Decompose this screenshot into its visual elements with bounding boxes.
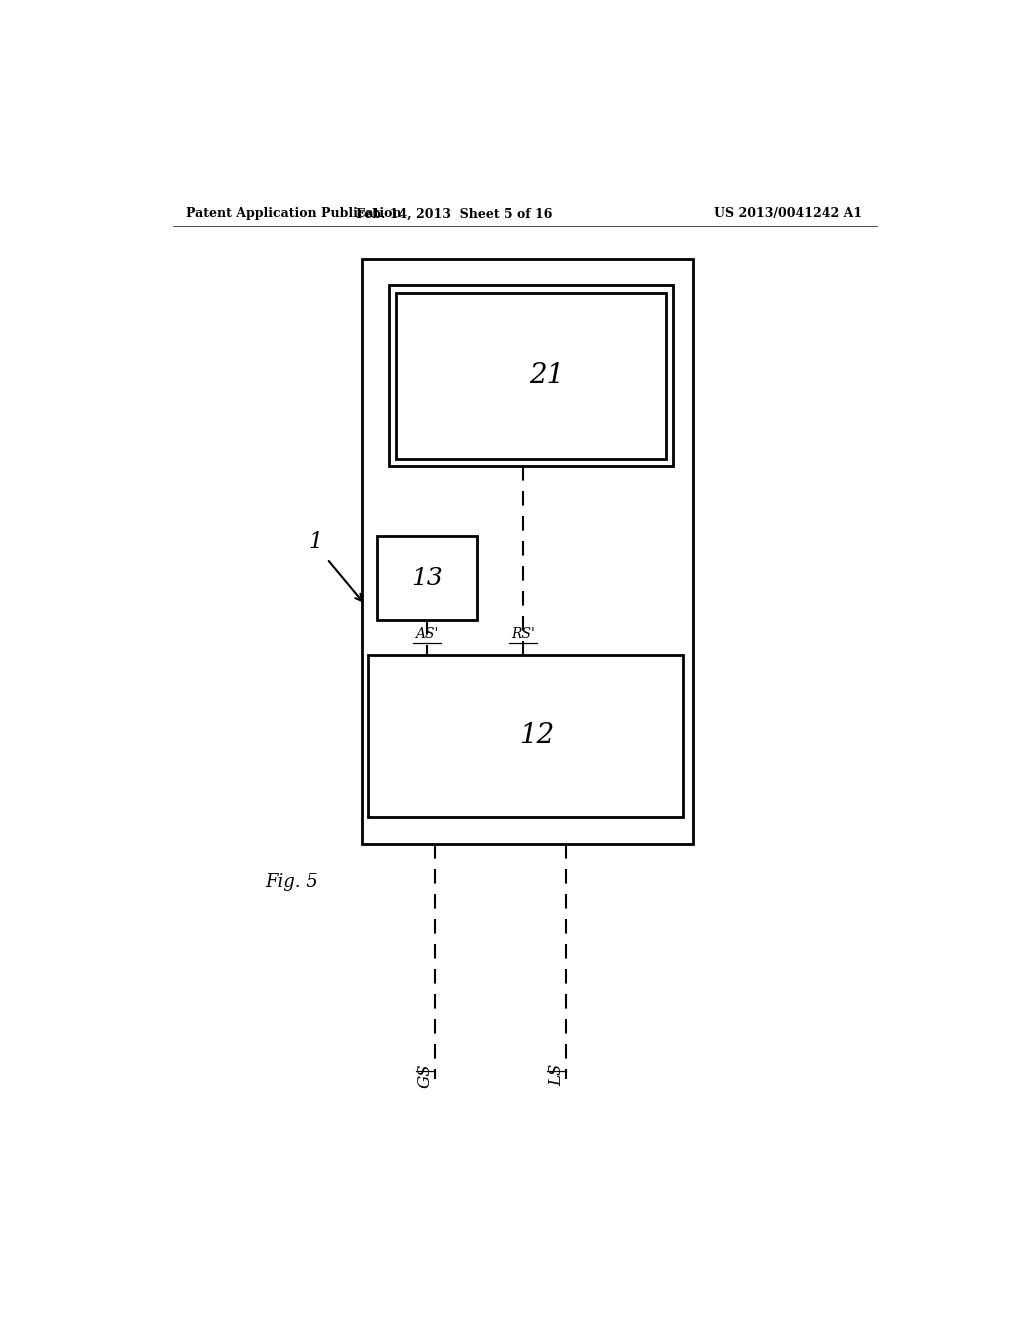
Bar: [368, 655, 683, 817]
Text: Feb. 14, 2013  Sheet 5 of 16: Feb. 14, 2013 Sheet 5 of 16: [355, 207, 552, 220]
Bar: [388, 285, 674, 466]
Text: RS': RS': [511, 627, 536, 642]
Text: 1: 1: [308, 531, 323, 553]
Text: AS': AS': [416, 627, 438, 642]
Text: 21: 21: [528, 363, 564, 389]
Text: US 2013/0041242 A1: US 2013/0041242 A1: [714, 207, 862, 220]
Bar: [361, 259, 692, 843]
Text: Fig. 5: Fig. 5: [265, 874, 318, 891]
Text: LS: LS: [548, 1063, 565, 1085]
Text: Patent Application Publication: Patent Application Publication: [186, 207, 401, 220]
Text: 13: 13: [411, 566, 443, 590]
Text: GS: GS: [417, 1063, 434, 1088]
Text: 12: 12: [519, 722, 555, 750]
Bar: [396, 293, 666, 459]
Bar: [377, 536, 477, 620]
